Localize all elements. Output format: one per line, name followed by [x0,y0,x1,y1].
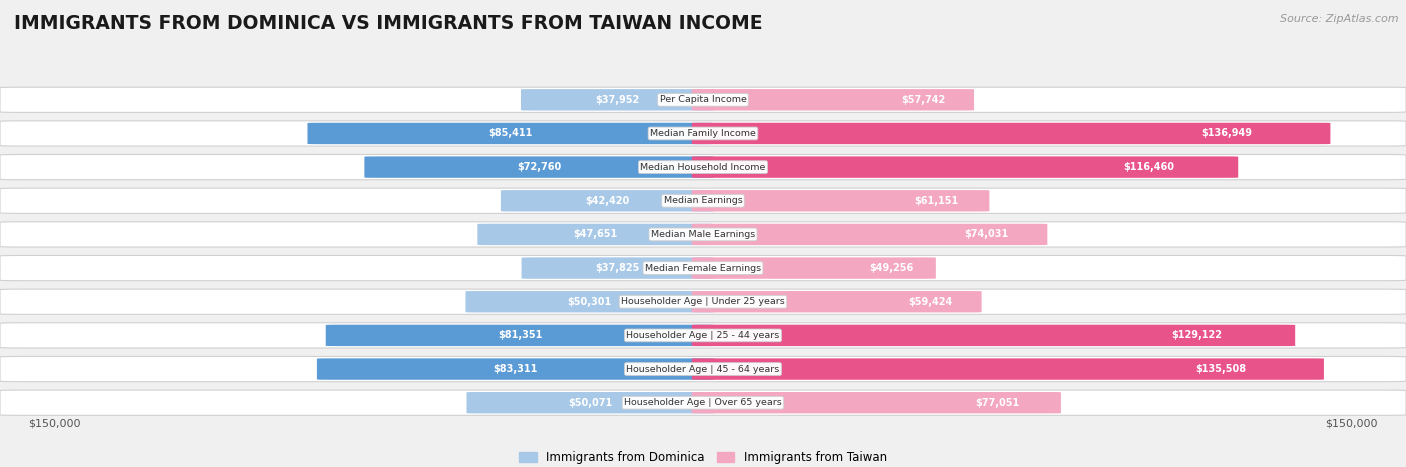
Text: $116,460: $116,460 [1123,162,1174,172]
FancyBboxPatch shape [467,392,714,413]
FancyBboxPatch shape [0,188,1406,213]
Text: $42,420: $42,420 [585,196,630,206]
FancyBboxPatch shape [0,289,1406,314]
FancyBboxPatch shape [326,325,714,346]
Text: Median Female Earnings: Median Female Earnings [645,263,761,273]
FancyBboxPatch shape [692,392,1062,413]
FancyBboxPatch shape [364,156,714,178]
Text: $135,508: $135,508 [1195,364,1247,374]
Text: Householder Age | 25 - 44 years: Householder Age | 25 - 44 years [627,331,779,340]
FancyBboxPatch shape [692,257,936,279]
Text: $47,651: $47,651 [574,229,617,240]
Text: $49,256: $49,256 [869,263,914,273]
FancyBboxPatch shape [692,224,1047,245]
Text: Source: ZipAtlas.com: Source: ZipAtlas.com [1281,14,1399,24]
Text: $72,760: $72,760 [517,162,561,172]
Text: Median Earnings: Median Earnings [664,196,742,205]
FancyBboxPatch shape [522,257,714,279]
FancyBboxPatch shape [692,123,1330,144]
Text: $150,000: $150,000 [28,418,80,429]
FancyBboxPatch shape [692,291,981,312]
Text: $150,000: $150,000 [1326,418,1378,429]
FancyBboxPatch shape [0,222,1406,247]
FancyBboxPatch shape [478,224,714,245]
Text: $57,742: $57,742 [901,95,946,105]
FancyBboxPatch shape [0,155,1406,180]
FancyBboxPatch shape [0,87,1406,113]
FancyBboxPatch shape [692,358,1324,380]
FancyBboxPatch shape [308,123,714,144]
FancyBboxPatch shape [501,190,714,212]
Text: $129,122: $129,122 [1171,330,1222,340]
Text: $37,825: $37,825 [596,263,640,273]
FancyBboxPatch shape [316,358,714,380]
Text: Median Male Earnings: Median Male Earnings [651,230,755,239]
Text: $136,949: $136,949 [1201,128,1253,138]
Text: Householder Age | 45 - 64 years: Householder Age | 45 - 64 years [627,365,779,374]
Text: $50,301: $50,301 [568,297,612,307]
Text: $74,031: $74,031 [965,229,1008,240]
Text: Per Capita Income: Per Capita Income [659,95,747,104]
FancyBboxPatch shape [692,190,990,212]
Text: $77,051: $77,051 [976,398,1019,408]
Text: Median Household Income: Median Household Income [640,163,766,171]
Text: $37,952: $37,952 [596,95,640,105]
FancyBboxPatch shape [0,356,1406,382]
FancyBboxPatch shape [0,255,1406,281]
Text: $83,311: $83,311 [494,364,537,374]
FancyBboxPatch shape [0,390,1406,415]
FancyBboxPatch shape [0,323,1406,348]
Text: $85,411: $85,411 [489,128,533,138]
Text: $61,151: $61,151 [915,196,959,206]
Text: $50,071: $50,071 [568,398,613,408]
Text: Householder Age | Under 25 years: Householder Age | Under 25 years [621,297,785,306]
FancyBboxPatch shape [465,291,714,312]
FancyBboxPatch shape [692,89,974,111]
FancyBboxPatch shape [522,89,714,111]
Legend: Immigrants from Dominica, Immigrants from Taiwan: Immigrants from Dominica, Immigrants fro… [515,446,891,467]
Text: $81,351: $81,351 [498,330,543,340]
FancyBboxPatch shape [0,121,1406,146]
FancyBboxPatch shape [692,325,1295,346]
Text: $59,424: $59,424 [908,297,952,307]
FancyBboxPatch shape [692,156,1239,178]
Text: IMMIGRANTS FROM DOMINICA VS IMMIGRANTS FROM TAIWAN INCOME: IMMIGRANTS FROM DOMINICA VS IMMIGRANTS F… [14,14,762,33]
Text: Householder Age | Over 65 years: Householder Age | Over 65 years [624,398,782,407]
Text: Median Family Income: Median Family Income [650,129,756,138]
